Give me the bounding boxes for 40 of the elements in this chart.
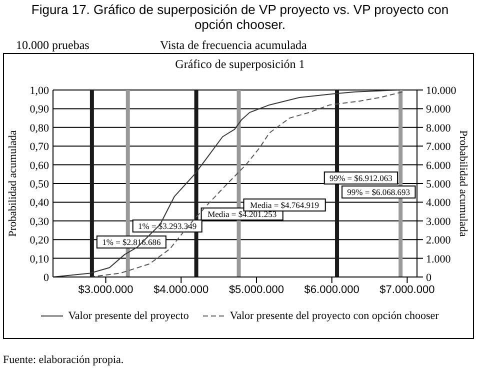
y2-tick-label: 10.000 <box>426 85 457 97</box>
y2-tick-label: 3.000 <box>426 216 452 228</box>
y-tick-label: 0 <box>44 272 50 284</box>
y-tick-label: 0,10 <box>30 253 50 266</box>
ref-line-label: 99% = $6.068.693 <box>347 187 410 197</box>
ref-line-label: 99% = $6.912.063 <box>330 173 392 183</box>
y2-tick-label: 6.000 <box>426 160 452 172</box>
legend-label: Valor presente del proyecto con opción chooser <box>230 310 439 322</box>
y-tick-label: 0,60 <box>30 160 50 172</box>
y2-tick-label: 0 <box>426 272 432 284</box>
y-tick-label: 0,80 <box>30 122 50 134</box>
text: 10.000 pruebas <box>16 38 90 53</box>
x-tick-label: $6.000.000 <box>304 284 360 296</box>
y-tick-label: 0,70 <box>30 141 50 154</box>
y-tick-label: 1,00 <box>30 85 50 97</box>
y2-tick-label: 2.000 <box>426 234 452 247</box>
y2-axis-title: Probabilidad acumulada <box>457 130 470 237</box>
y2-tick-label: 8.000 <box>426 122 452 134</box>
legend-label: Valor presente del proyecto <box>68 310 189 322</box>
y-tick-label: 0,50 <box>30 178 50 190</box>
y2-tick-label: 1.000 <box>426 253 452 266</box>
y2-tick-label: 4.000 <box>426 197 452 210</box>
ref-line-label: Media = $4.201.253 <box>208 209 277 219</box>
y-axis-title: Probabilidad acumulada <box>6 130 19 237</box>
x-tick-label: $7.000.000 <box>380 284 435 296</box>
source-note: Fuente: elaboración propia. <box>3 354 124 366</box>
y2-tick-label: 5.000 <box>426 178 452 190</box>
text: Gráfico de superposición 1 <box>174 57 306 72</box>
y-tick-label: 0,30 <box>30 216 50 228</box>
y2-tick-label: 9.000 <box>426 104 452 116</box>
y2-tick-label: 7.000 <box>426 141 452 154</box>
x-tick-label: $3.000.000 <box>78 284 134 296</box>
chart-subtitle: Vista de frecuencia acumulada <box>160 38 307 53</box>
ref-line-label: Media = $4.764.919 <box>250 200 320 210</box>
x-tick-label: $5.000.000 <box>228 284 284 296</box>
y-tick-label: 0,90 <box>30 104 50 116</box>
x-tick-label: $4.000.000 <box>154 284 209 296</box>
y-tick-label: 0,20 <box>30 234 50 247</box>
y-tick-label: 0,40 <box>30 197 50 210</box>
chart-title: Figura 17. Gráfico de superposición de VP proyecto vs. VP proyecto con opción chooser. <box>30 2 450 32</box>
